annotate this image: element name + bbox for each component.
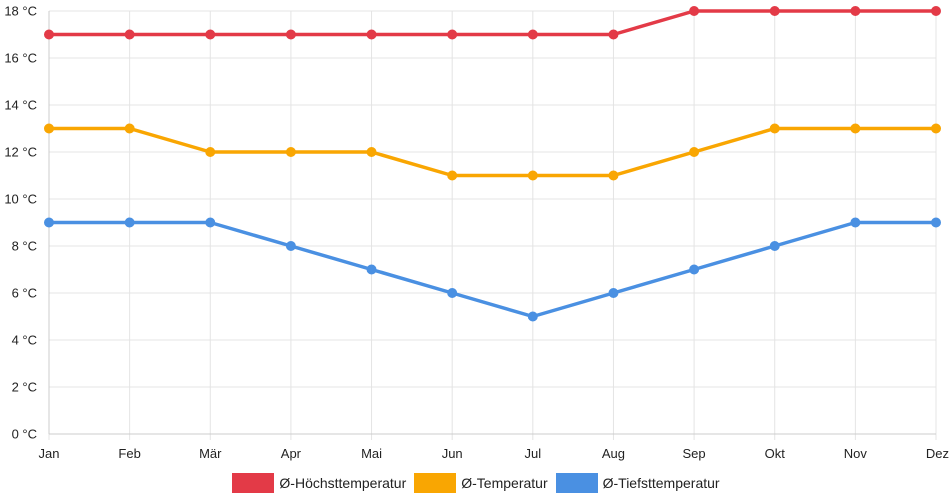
series-0-point: [689, 6, 700, 16]
legend-swatch-max-temperature: [232, 473, 275, 493]
y-tick-label: 12 °C: [4, 145, 37, 160]
x-tick-label: Mai: [361, 446, 382, 461]
series-1-point: [124, 123, 135, 134]
y-tick-label: 16 °C: [4, 51, 37, 66]
series-0-point: [44, 29, 54, 40]
series-2-point: [689, 264, 700, 275]
series-0-point: [285, 29, 296, 40]
series-line-2: [47, 220, 938, 319]
series-2-point: [769, 241, 780, 251]
series-0-point: [931, 6, 941, 16]
series-2-point: [850, 217, 861, 228]
series-1-point: [769, 123, 780, 134]
series-0-point: [850, 6, 861, 16]
legend-item-mean-temperature[interactable]: Ø-Temperatur: [414, 473, 548, 493]
series-1-point: [44, 123, 54, 134]
legend-item-max-temperature[interactable]: Ø-Höchsttemperatur: [232, 473, 406, 493]
legend-label-min-temperature: Ø-Tiefsttemperatur: [602, 475, 720, 491]
legend-item-min-temperature[interactable]: Ø-Tiefsttemperatur: [555, 473, 720, 493]
series-1-point: [931, 123, 941, 134]
x-tick-label: Nov: [844, 446, 868, 461]
x-tick-label: Jun: [442, 446, 463, 461]
y-tick-label: 8 °C: [12, 239, 37, 254]
series-1-point: [850, 123, 861, 134]
series-2-point: [931, 217, 941, 228]
series-0-point: [527, 29, 538, 40]
legend-label-max-temperature: Ø-Höchsttemperatur: [279, 475, 407, 491]
series-0-point: [608, 29, 619, 40]
series-2-point: [608, 288, 619, 298]
x-tick-label: Feb: [118, 446, 140, 461]
series-2-point: [124, 217, 135, 228]
x-tick-label: Jan: [39, 446, 60, 461]
axes: 0 °C 2 °C 4 °C 6 °C 8 °C 10 °C 12 °C 14 °C 16 °C…: [4, 4, 949, 462]
series-2-point: [44, 217, 54, 228]
y-tick-label: 4 °C: [12, 333, 37, 348]
series-line-0: [47, 9, 938, 37]
series-0-point: [769, 6, 780, 16]
legend-swatch-min-temperature: [555, 473, 598, 493]
series-2-point: [285, 241, 296, 251]
series-2-point: [205, 217, 216, 228]
x-tick-label: Okt: [765, 446, 786, 461]
series-1-point: [689, 147, 700, 157]
series-0-point: [447, 29, 458, 40]
chart-legend: Ø-Höchsttemperatur Ø-Temperatur Ø-Tiefst…: [0, 471, 952, 495]
x-tick-label: Jul: [525, 446, 542, 461]
y-tick-label: 0 °C: [12, 427, 37, 442]
x-tick-label: Aug: [602, 446, 625, 461]
series-1-point: [366, 147, 377, 157]
data-series: [44, 6, 941, 322]
x-tick-label: Mär: [199, 446, 222, 461]
series-1-point: [447, 170, 458, 181]
y-tick-label: 18 °C: [4, 4, 37, 19]
series-0-point: [205, 29, 216, 40]
legend-label-mean-temperature: Ø-Temperatur: [461, 475, 548, 491]
x-tick-label: Dez: [926, 446, 949, 461]
series-0-point: [124, 29, 135, 40]
series-1-point: [608, 170, 619, 181]
series-1-point: [527, 170, 538, 181]
series-1-point: [285, 147, 296, 157]
x-tick-label: Sep: [683, 446, 706, 461]
y-tick-label: 10 °C: [4, 192, 37, 207]
series-2-point: [366, 264, 377, 275]
series-2-point: [527, 311, 538, 322]
grid-lines: [48, 10, 937, 440]
series-1-point: [205, 147, 216, 157]
series-2-point: [447, 288, 458, 298]
legend-swatch-mean-temperature: [414, 473, 457, 493]
series-0-point: [366, 29, 377, 40]
series-line-1: [47, 126, 938, 178]
y-tick-label: 6 °C: [12, 286, 37, 301]
y-tick-label: 2 °C: [12, 380, 37, 395]
x-tick-label: Apr: [281, 446, 302, 461]
y-tick-label: 14 °C: [4, 98, 37, 113]
